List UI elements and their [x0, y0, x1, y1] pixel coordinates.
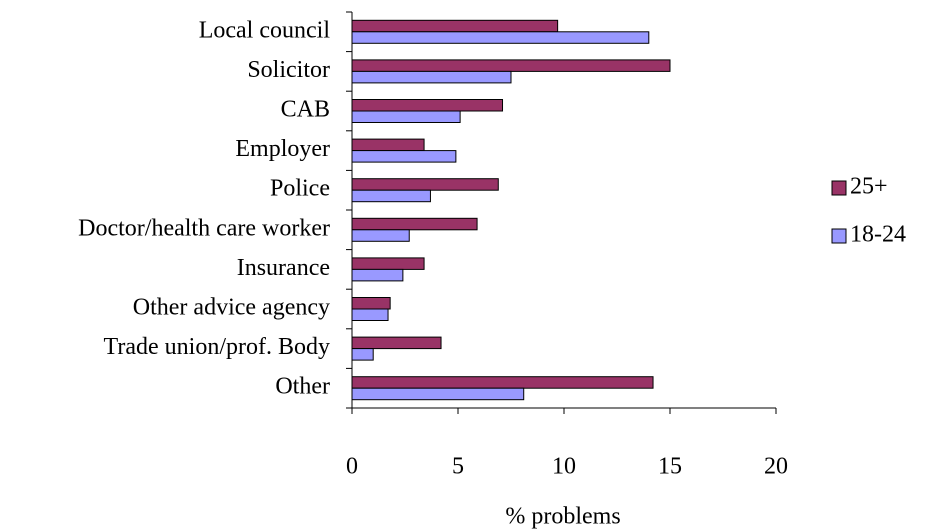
y-tick-label: Police — [270, 176, 330, 202]
legend-swatch — [831, 228, 847, 244]
bar — [351, 31, 650, 44]
bar — [351, 189, 431, 203]
x-tick-label: 10 — [552, 454, 576, 480]
legend-label: 18-24 — [850, 222, 906, 248]
y-tick-label: Doctor/health care worker — [78, 215, 330, 241]
bar — [351, 297, 391, 310]
bar — [351, 348, 374, 361]
bar — [351, 257, 425, 270]
y-tick-label: Other advice agency — [133, 295, 330, 321]
legend-swatch — [831, 180, 847, 196]
x-tick-label: 0 — [346, 454, 358, 480]
bar — [351, 138, 425, 152]
bar — [351, 59, 671, 72]
bar — [351, 217, 478, 231]
bar — [351, 268, 404, 282]
x-tick-label: 15 — [658, 454, 682, 480]
x-tick-label: 20 — [764, 454, 788, 480]
x-axis-label: % problems — [505, 504, 620, 530]
bar — [351, 110, 461, 123]
y-tick-label: Insurance — [237, 255, 330, 281]
bar — [351, 70, 512, 84]
y-tick-label: Trade union/prof. Body — [104, 334, 330, 360]
bar — [351, 308, 389, 321]
bar — [351, 376, 654, 389]
bar — [351, 336, 442, 350]
y-tick-label: Local council — [199, 17, 331, 43]
y-tick-label: Employer — [235, 136, 330, 162]
x-tick-label: 5 — [452, 454, 464, 480]
bar — [351, 150, 457, 163]
bar — [351, 19, 559, 33]
bar — [351, 99, 504, 112]
legend-label: 25+ — [850, 174, 888, 200]
y-tick-label: Other — [275, 374, 330, 400]
y-tick-label: CAB — [281, 97, 330, 123]
bar — [351, 178, 499, 191]
y-tick-label: Solicitor — [247, 57, 330, 83]
bar — [351, 387, 525, 401]
bar — [351, 229, 410, 242]
